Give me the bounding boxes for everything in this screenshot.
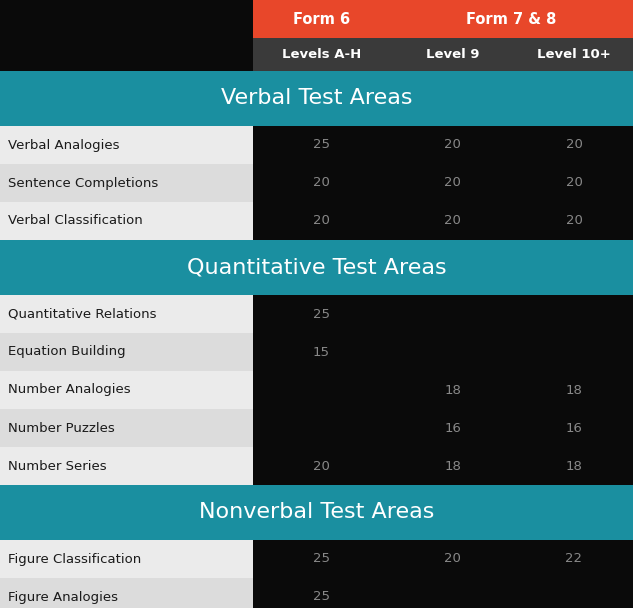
- Text: Quantitative Test Areas: Quantitative Test Areas: [187, 258, 446, 277]
- FancyBboxPatch shape: [0, 0, 253, 38]
- FancyBboxPatch shape: [390, 333, 515, 371]
- FancyBboxPatch shape: [515, 409, 633, 447]
- Text: 20: 20: [444, 553, 461, 565]
- Text: 20: 20: [565, 139, 582, 151]
- Text: Sentence Completions: Sentence Completions: [8, 176, 158, 190]
- Text: 25: 25: [313, 553, 330, 565]
- FancyBboxPatch shape: [390, 295, 515, 333]
- Text: 20: 20: [313, 176, 330, 190]
- Text: Number Series: Number Series: [8, 460, 106, 472]
- Text: 18: 18: [565, 460, 582, 472]
- Text: Figure Analogies: Figure Analogies: [8, 590, 118, 604]
- Text: 20: 20: [444, 215, 461, 227]
- Text: 18: 18: [444, 384, 461, 396]
- FancyBboxPatch shape: [390, 38, 515, 71]
- FancyBboxPatch shape: [253, 295, 390, 333]
- FancyBboxPatch shape: [253, 409, 390, 447]
- Text: Nonverbal Test Areas: Nonverbal Test Areas: [199, 502, 434, 522]
- Text: 25: 25: [313, 139, 330, 151]
- Text: 20: 20: [444, 139, 461, 151]
- Text: Level 9: Level 9: [426, 48, 479, 61]
- FancyBboxPatch shape: [0, 447, 253, 485]
- Text: Levels A-H: Levels A-H: [282, 48, 361, 61]
- Text: 16: 16: [444, 421, 461, 435]
- FancyBboxPatch shape: [515, 540, 633, 578]
- Text: Verbal Classification: Verbal Classification: [8, 215, 143, 227]
- FancyBboxPatch shape: [390, 540, 515, 578]
- Text: Verbal Test Areas: Verbal Test Areas: [221, 89, 412, 108]
- FancyBboxPatch shape: [0, 485, 633, 540]
- Text: 15: 15: [313, 345, 330, 359]
- FancyBboxPatch shape: [253, 202, 390, 240]
- FancyBboxPatch shape: [253, 540, 390, 578]
- FancyBboxPatch shape: [390, 447, 515, 485]
- FancyBboxPatch shape: [515, 371, 633, 409]
- FancyBboxPatch shape: [253, 164, 390, 202]
- FancyBboxPatch shape: [0, 333, 253, 371]
- FancyBboxPatch shape: [0, 295, 253, 333]
- Text: Number Analogies: Number Analogies: [8, 384, 130, 396]
- FancyBboxPatch shape: [0, 240, 633, 295]
- FancyBboxPatch shape: [515, 38, 633, 71]
- FancyBboxPatch shape: [515, 447, 633, 485]
- FancyBboxPatch shape: [515, 164, 633, 202]
- FancyBboxPatch shape: [390, 202, 515, 240]
- FancyBboxPatch shape: [0, 409, 253, 447]
- FancyBboxPatch shape: [253, 371, 390, 409]
- FancyBboxPatch shape: [0, 38, 253, 71]
- FancyBboxPatch shape: [0, 71, 633, 126]
- FancyBboxPatch shape: [0, 578, 253, 608]
- FancyBboxPatch shape: [0, 540, 253, 578]
- Text: Form 7 & 8: Form 7 & 8: [467, 12, 556, 27]
- FancyBboxPatch shape: [253, 0, 390, 38]
- FancyBboxPatch shape: [253, 578, 390, 608]
- Text: 18: 18: [444, 460, 461, 472]
- Text: 20: 20: [565, 215, 582, 227]
- Text: 25: 25: [313, 308, 330, 320]
- FancyBboxPatch shape: [390, 164, 515, 202]
- FancyBboxPatch shape: [515, 333, 633, 371]
- FancyBboxPatch shape: [515, 202, 633, 240]
- FancyBboxPatch shape: [390, 126, 515, 164]
- FancyBboxPatch shape: [0, 164, 253, 202]
- FancyBboxPatch shape: [390, 371, 515, 409]
- FancyBboxPatch shape: [515, 126, 633, 164]
- FancyBboxPatch shape: [253, 126, 390, 164]
- FancyBboxPatch shape: [253, 38, 390, 71]
- FancyBboxPatch shape: [515, 295, 633, 333]
- Text: 18: 18: [565, 384, 582, 396]
- FancyBboxPatch shape: [390, 409, 515, 447]
- Text: Equation Building: Equation Building: [8, 345, 125, 359]
- FancyBboxPatch shape: [0, 126, 253, 164]
- FancyBboxPatch shape: [515, 578, 633, 608]
- Text: Level 10+: Level 10+: [537, 48, 611, 61]
- Text: Figure Classification: Figure Classification: [8, 553, 141, 565]
- FancyBboxPatch shape: [390, 0, 633, 38]
- FancyBboxPatch shape: [253, 447, 390, 485]
- Text: 20: 20: [313, 215, 330, 227]
- Text: Number Puzzles: Number Puzzles: [8, 421, 115, 435]
- Text: 16: 16: [565, 421, 582, 435]
- FancyBboxPatch shape: [0, 371, 253, 409]
- Text: 20: 20: [444, 176, 461, 190]
- Text: Verbal Analogies: Verbal Analogies: [8, 139, 120, 151]
- FancyBboxPatch shape: [0, 202, 253, 240]
- Text: Quantitative Relations: Quantitative Relations: [8, 308, 156, 320]
- Text: 20: 20: [565, 176, 582, 190]
- FancyBboxPatch shape: [390, 578, 515, 608]
- Text: 25: 25: [313, 590, 330, 604]
- Text: Form 6: Form 6: [293, 12, 350, 27]
- Text: 20: 20: [313, 460, 330, 472]
- Text: 22: 22: [565, 553, 582, 565]
- FancyBboxPatch shape: [253, 333, 390, 371]
